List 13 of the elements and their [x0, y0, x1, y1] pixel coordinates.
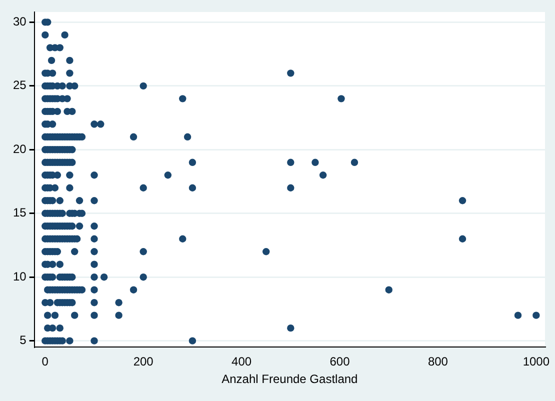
y-tick-label: 30: [12, 14, 27, 29]
x-tick-label: 200: [133, 354, 154, 369]
y-tick-label: 25: [12, 78, 27, 92]
y-tick-label: 5: [20, 333, 27, 348]
x-tick-label: 800: [428, 354, 448, 369]
x-tick-label: 1000: [522, 354, 550, 369]
x-axis-title: Anzahl Freunde Gastland: [222, 372, 358, 386]
y-tick-label: 20: [12, 142, 27, 156]
x-tick-label: 600: [330, 354, 350, 369]
y-tick-label: 10: [12, 269, 27, 284]
x-tick-label: 400: [232, 354, 252, 369]
y-tick-label: 15: [12, 206, 27, 220]
x-tick-label: 0: [42, 354, 49, 369]
